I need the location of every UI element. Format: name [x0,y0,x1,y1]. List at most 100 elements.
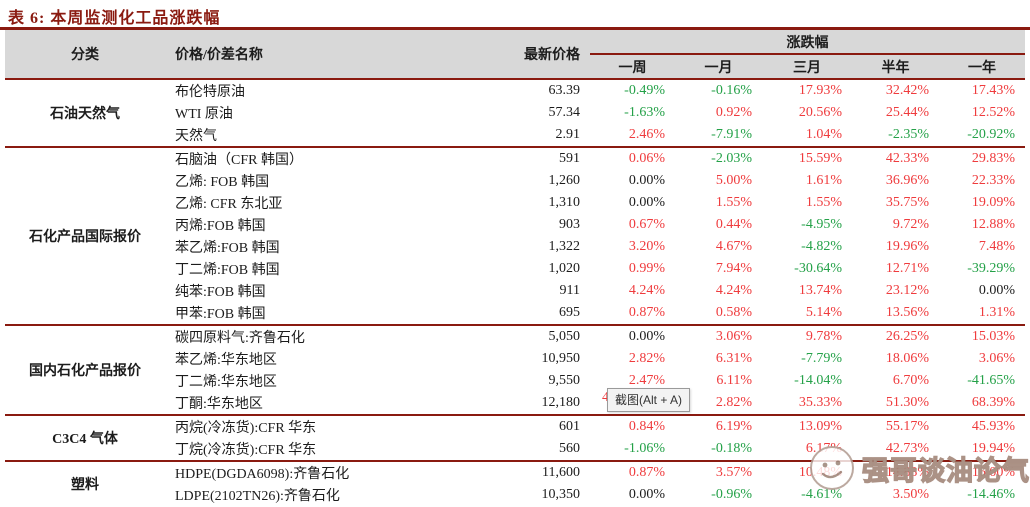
table-body: 石油天然气 布伦特原油 63.39 -0.49% -0.16% 17.93% 3… [5,78,1026,506]
change-halfyear: 36.96% [885,173,929,188]
change-month: 6.19% [675,414,762,438]
table-row: C3C4 气体 丙烷(冷冻货):CFR 华东 601 0.84% 6.19% 1… [5,414,1026,461]
change-week: 4.24% [628,283,665,298]
change-month: 3.57% [675,460,762,484]
latest-price-value: 1,260 [548,173,581,188]
change-halfyear: 19.96% [885,239,929,254]
product-name: HDPE(DGDA6098):齐鲁石化 [165,460,460,484]
change-year: 15.03% [939,324,1026,348]
change-month: 1.55% [715,195,752,210]
change-halfyear: 14.83% [852,460,939,484]
header-category: 分类 [5,30,165,79]
change-week: 2.82% [628,351,665,366]
change-halfyear: 42.33% [852,146,939,170]
latest-price-value: 11,600 [460,460,590,484]
table-row: WTI 原油 57.34 -1.63% 0.92% 20.56% 25.44% … [5,102,1025,124]
change-month: 4.24% [715,283,752,298]
change-halfyear: 55.17% [852,414,939,438]
change-halfyear: 32.42% [852,78,939,102]
change-month: -0.16% [675,78,762,102]
change-quarter: 13.74% [798,283,842,298]
change-halfyear: 12.71% [885,261,929,276]
change-month: 0.44% [715,217,752,232]
change-year: 3.06% [978,351,1016,366]
table-row: 乙烯: CFR 东北亚 1,310 0.00% 1.55% 1.55% 35.7… [5,192,1025,214]
change-year: -39.29% [967,261,1016,276]
change-week: 0.00% [628,195,665,210]
product-name: 丙烯:FOB 韩国 [175,219,266,234]
change-month: 6.11% [716,373,752,388]
latest-price-value: 63.39 [460,78,590,102]
category-cell: 国内石化产品报价 [5,324,165,415]
change-week: 0.00% [628,173,665,188]
change-year: -41.65% [967,373,1016,388]
change-quarter: 13.09% [762,414,852,438]
change-month: 0.58% [715,305,752,320]
change-month: -7.91% [711,127,752,142]
product-name: 纯苯:FOB 韩国 [175,285,266,300]
change-year: 17.43% [939,78,1026,102]
latest-price-value: 10,350 [541,487,581,502]
table-title: 表 6: 本周监测化工品涨跌幅 [8,10,221,27]
product-name: WTI 原油 [175,107,233,122]
latest-price-value: 10,950 [541,351,581,366]
change-week: 0.67% [628,217,665,232]
latest-price-value: 1,322 [548,239,581,254]
table-row: 丙烯:FOB 韩国 903 0.67% 0.44% -4.95% 9.72% 1… [5,214,1025,236]
category-cell: 石化产品国际报价 [5,146,165,325]
change-month: -2.03% [675,146,762,170]
change-week: -0.49% [590,78,675,102]
change-week: 2.47% [628,373,665,388]
latest-price-value: 12,180 [541,395,581,410]
table-header: 分类 价格/价差名称 最新价格 涨跌幅 一周 一月 三月 半年 一年 [5,30,1026,79]
change-quarter: 35.33% [798,395,842,410]
change-week: 0.87% [628,305,665,320]
change-year: 19.09% [971,195,1016,210]
change-month: 2.82% [715,395,752,410]
change-week: -1.06% [624,441,665,456]
change-week: 0.84% [590,414,675,438]
product-name: 丁二烯:FOB 韩国 [175,263,280,278]
change-halfyear: 18.06% [885,351,929,366]
latest-price-value: 601 [460,414,590,438]
change-year: 12.52% [971,105,1016,120]
change-year: 12.88% [971,217,1016,232]
latest-price-value: 1,310 [548,195,581,210]
latest-price-value: 560 [559,441,580,456]
latest-price-value: 57.34 [548,105,581,120]
change-quarter: 17.93% [762,78,852,102]
latest-price-value: 2.91 [555,127,581,142]
latest-price-value: 1,020 [548,261,581,276]
table-row: 石油天然气 布伦特原油 63.39 -0.49% -0.16% 17.93% 3… [5,78,1026,147]
product-name: 甲苯:FOB 韩国 [175,307,266,322]
change-year: -20.92% [967,127,1016,142]
change-week: 0.00% [628,487,665,502]
change-year: 19.94% [971,441,1016,456]
change-halfyear: 25.44% [885,105,929,120]
header-name: 价格/价差名称 [165,30,460,79]
change-month: 5.00% [715,173,752,188]
price-change-table: 分类 价格/价差名称 最新价格 涨跌幅 一周 一月 三月 半年 一年 石油天然气… [5,30,1026,506]
latest-price-value: 9,550 [548,373,581,388]
change-year: 1.31% [978,305,1016,320]
title-rule [0,27,1030,30]
header-period-year: 一年 [939,54,1026,79]
change-year: 7.48% [978,239,1016,254]
screenshot-hotkey-tooltip[interactable]: 截图(Alt + A) [607,388,691,412]
table-row: 甲苯:FOB 韩国 695 0.87% 0.58% 5.14% 13.56% 1… [5,302,1025,325]
change-month: -0.96% [711,487,752,502]
product-name: 丁烷(冷冻货):CFR 华东 [175,443,317,458]
header-period-halfyear: 半年 [852,54,939,79]
change-halfyear: 51.30% [885,395,929,410]
change-month: 3.06% [675,324,762,348]
covered-value-fragment: 4 [602,390,609,405]
change-quarter: -4.61% [801,487,842,502]
change-year: 0.00% [978,283,1016,298]
change-year: 29.83% [939,146,1026,170]
change-halfyear: -2.35% [888,127,929,142]
change-week: 0.06% [590,146,675,170]
change-halfyear: 23.12% [885,283,929,298]
table-row: 纯苯:FOB 韩国 911 4.24% 4.24% 13.74% 23.12% … [5,280,1025,302]
header-period-quarter: 三月 [762,54,852,79]
